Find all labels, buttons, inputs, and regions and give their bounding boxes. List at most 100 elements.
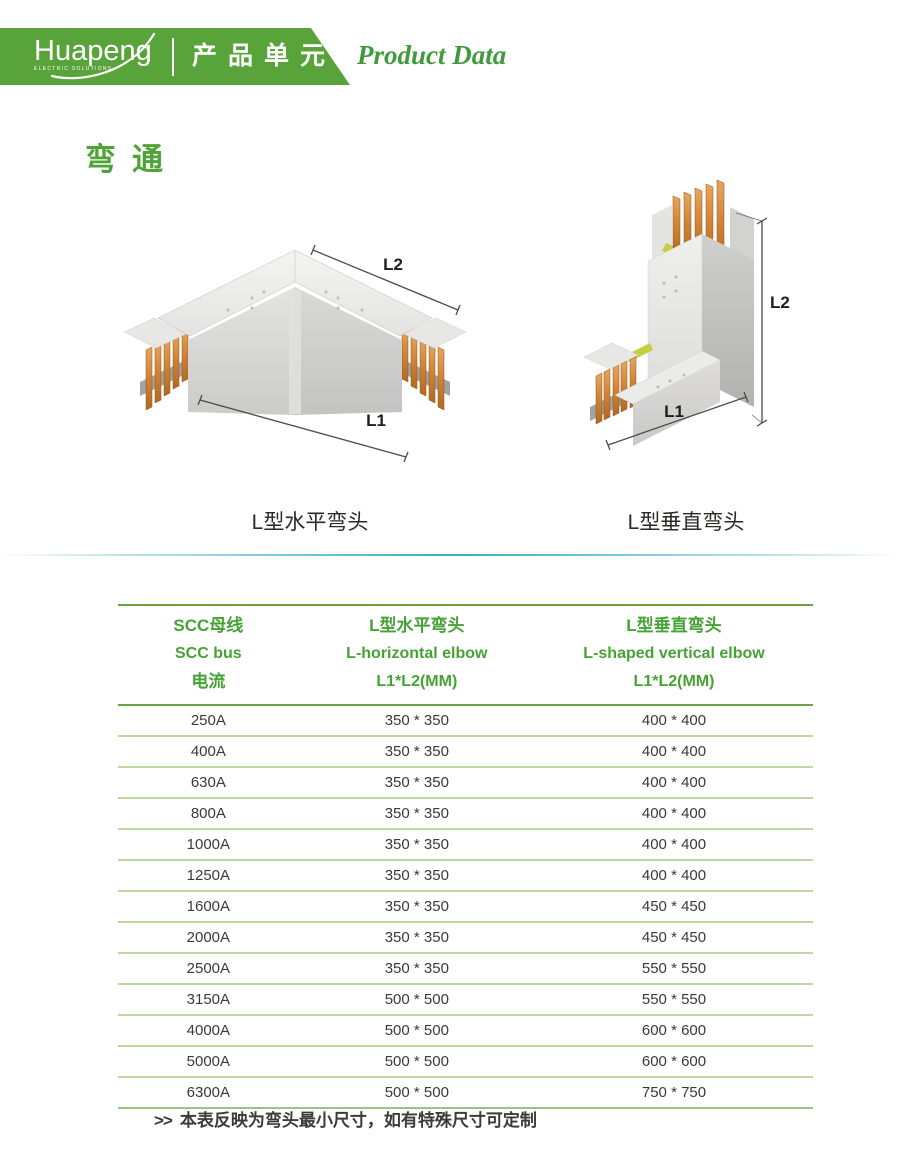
col-header-line: L型垂直弯头 — [626, 616, 722, 635]
horizontal-elbow-size-cell: 500 * 500 — [298, 1015, 535, 1047]
col-header-line: L型水平弯头 — [369, 616, 465, 635]
current-cell: 1250A — [118, 860, 299, 892]
logo-text: Huapeng — [34, 35, 152, 67]
logo-swoosh-icon — [50, 32, 156, 80]
page-title: 弯通 — [85, 142, 179, 177]
vertical-elbow-size-cell: 400 * 400 — [534, 705, 813, 737]
current-cell: 800A — [118, 798, 299, 830]
table-row: 630A 350 * 350 400 * 400 — [118, 767, 813, 799]
table-row: 2000A 350 * 350 450 * 450 — [118, 922, 813, 954]
vertical-elbow-size-cell: 750 * 750 — [534, 1077, 813, 1109]
dimension-l1: L1 — [197, 394, 409, 463]
dimension-l2: L2 — [756, 217, 790, 427]
col-header-bus-current: SCC母线 SCC bus 电流 — [118, 604, 299, 706]
vertical-elbow-size-cell: 450 * 450 — [534, 891, 813, 923]
table-row: 3150A 500 * 500 550 * 550 — [118, 984, 813, 1016]
current-cell: 3150A — [118, 984, 299, 1016]
rivets — [656, 373, 686, 389]
vertical-elbow-size-cell: 400 * 400 — [534, 860, 813, 892]
elbow-housing — [123, 249, 467, 415]
horizontal-elbow-size-cell: 350 * 350 — [298, 798, 535, 830]
current-cell: 630A — [118, 767, 299, 799]
rivets — [226, 290, 364, 312]
table-header-row: SCC母线 SCC bus 电流 L型水平弯头 L-horizontal elb… — [118, 604, 813, 706]
logo-subtext: ELECTRIC SOLUTIONS — [34, 66, 113, 72]
table-row: 400A 350 * 350 400 * 400 — [118, 736, 813, 768]
section-divider — [0, 554, 900, 556]
col-header-line: SCC母线 — [173, 616, 244, 635]
dimension-lines: L2 L1 — [197, 244, 461, 463]
table-row: 2500A 350 * 350 550 * 550 — [118, 953, 813, 985]
elbow-housing — [583, 179, 754, 446]
horizontal-elbow-size-cell: 350 * 350 — [298, 736, 535, 768]
vertical-elbow-size-cell: 400 * 400 — [534, 798, 813, 830]
footnote-text: 本表反映为弯头最小尺寸，如有特殊尺寸可定制 — [179, 1111, 537, 1130]
table-row: 5000A 500 * 500 600 * 600 — [118, 1046, 813, 1078]
vertical-elbow-size-cell: 450 * 450 — [534, 922, 813, 954]
doc-type-label: Product Data — [357, 40, 507, 70]
vertical-elbow-size-cell: 400 * 400 — [534, 767, 813, 799]
table-row: 250A 350 * 350 400 * 400 — [118, 705, 813, 737]
table-body: 250A 350 * 350 400 * 400 400A 350 * 350 400 *… — [118, 705, 813, 1109]
banner-title: 产品单元 — [192, 42, 337, 70]
footnote-marker: >> — [154, 1111, 173, 1130]
dim-label-l1: L1 — [366, 411, 386, 430]
vertical-elbow-size-cell: 550 * 550 — [534, 953, 813, 985]
caption-horizontal-elbow: L型水平弯头 — [251, 511, 369, 534]
table-row: 1250A 350 * 350 400 * 400 — [118, 860, 813, 892]
vertical-elbow-size-cell: 400 * 400 — [534, 829, 813, 861]
current-cell: 1600A — [118, 891, 299, 923]
table-row: 800A 350 * 350 400 * 400 — [118, 798, 813, 830]
horizontal-elbow-size-cell: 500 * 500 — [298, 984, 535, 1016]
table-row: 1600A 350 * 350 450 * 450 — [118, 891, 813, 923]
horizontal-elbow-size-cell: 350 * 350 — [298, 922, 535, 954]
horizontal-elbow-size-cell: 350 * 350 — [298, 705, 535, 737]
figure-horizontal-elbow: L2 L1 — [123, 244, 467, 463]
caption-vertical-elbow: L型垂直弯头 — [627, 511, 745, 534]
horizontal-elbow-size-cell: 350 * 350 — [298, 953, 535, 985]
horizontal-elbow-size-cell: 350 * 350 — [298, 767, 535, 799]
horizontal-elbow-size-cell: 350 * 350 — [298, 829, 535, 861]
current-cell: 1000A — [118, 829, 299, 861]
current-cell: 400A — [118, 736, 299, 768]
dimension-l1: L1 — [605, 391, 749, 451]
vertical-elbow-size-cell: 600 * 600 — [534, 1015, 813, 1047]
current-cell: 6300A — [118, 1077, 299, 1109]
brand-logo: Huapeng ELECTRIC SOLUTIONS — [34, 32, 174, 82]
dimension-l2: L2 — [310, 244, 461, 316]
horizontal-elbow-size-cell: 500 * 500 — [298, 1077, 535, 1109]
current-cell: 4000A — [118, 1015, 299, 1047]
col-header-line: SCC bus — [175, 645, 242, 662]
col-header-line: 电流 — [191, 672, 226, 691]
dim-label-l2: L2 — [383, 255, 403, 274]
horizontal-elbow-size-cell: 350 * 350 — [298, 860, 535, 892]
footnote: >> 本表反映为弯头最小尺寸，如有特殊尺寸可定制 — [154, 1106, 537, 1131]
rivets — [662, 275, 678, 299]
header-banner: Huapeng ELECTRIC SOLUTIONS 产品单元 — [0, 28, 350, 85]
col-header-line: L-shaped vertical elbow — [583, 645, 765, 662]
spec-table: SCC母线 SCC bus 电流 L型水平弯头 L-horizontal elb… — [118, 604, 813, 1109]
dim-label-l1: L1 — [664, 402, 684, 421]
col-header-horizontal-elbow: L型水平弯头 L-horizontal elbow L1*L2(MM) — [298, 604, 535, 706]
col-header-line: L-horizontal elbow — [346, 645, 488, 662]
col-header-line: L1*L2(MM) — [376, 673, 458, 690]
horizontal-elbow-size-cell: 500 * 500 — [298, 1046, 535, 1078]
vertical-elbow-size-cell: 600 * 600 — [534, 1046, 813, 1078]
table-row: 6300A 500 * 500 750 * 750 — [118, 1077, 813, 1109]
table-row: 1000A 350 * 350 400 * 400 — [118, 829, 813, 861]
current-cell: 5000A — [118, 1046, 299, 1078]
banner-divider — [172, 38, 174, 76]
copper-busbars-left — [145, 326, 189, 411]
current-cell: 2500A — [118, 953, 299, 985]
current-cell: 250A — [118, 705, 299, 737]
horizontal-elbow-size-cell: 350 * 350 — [298, 891, 535, 923]
dim-label-l2: L2 — [770, 293, 790, 312]
col-header-vertical-elbow: L型垂直弯头 L-shaped vertical elbow L1*L2(MM) — [534, 604, 813, 706]
figure-vertical-elbow: L2 L1 — [583, 179, 790, 451]
dimension-lines: L2 L1 — [605, 212, 790, 451]
vertical-elbow-size-cell: 550 * 550 — [534, 984, 813, 1016]
current-cell: 2000A — [118, 922, 299, 954]
col-header-line: L1*L2(MM) — [633, 673, 715, 690]
vertical-elbow-size-cell: 400 * 400 — [534, 736, 813, 768]
